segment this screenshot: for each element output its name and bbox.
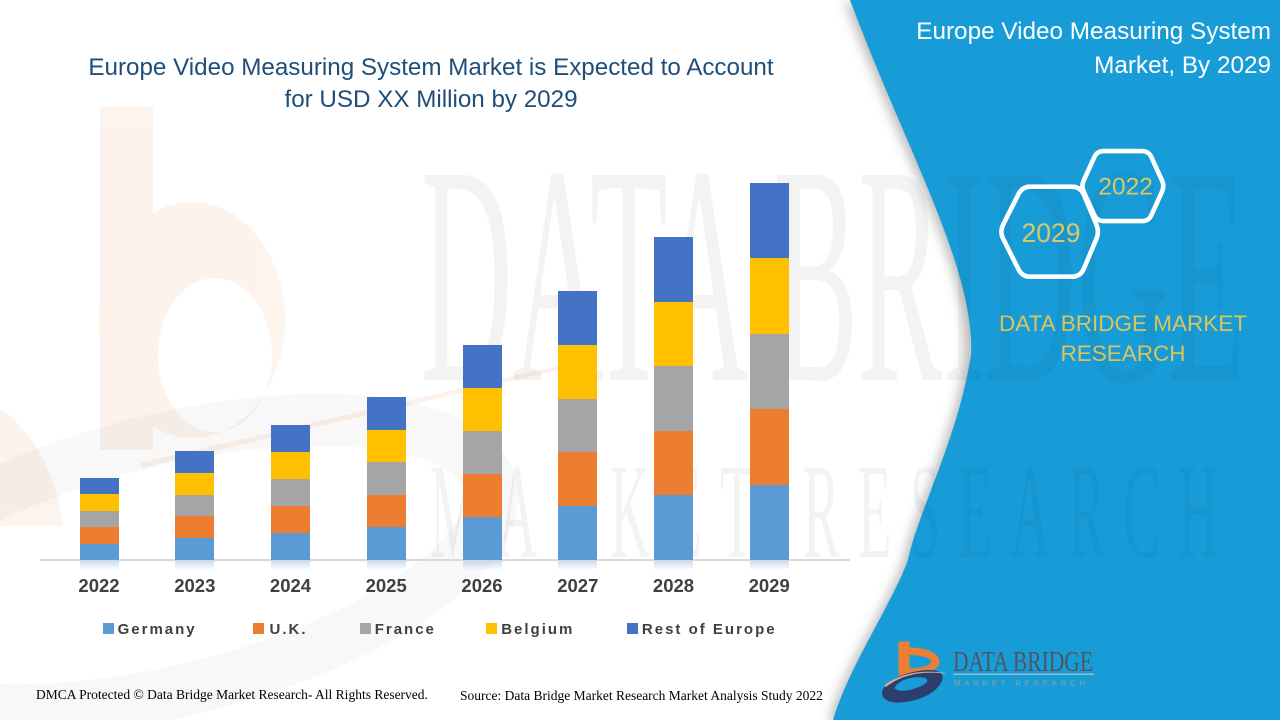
- svg-text:2022: 2022: [1098, 173, 1153, 200]
- svg-text:DATA BRIDGE: DATA BRIDGE: [953, 646, 1093, 678]
- svg-text:2029: 2029: [1022, 218, 1081, 248]
- svg-text:MARKET RESEARCH: MARKET RESEARCH: [954, 679, 1085, 688]
